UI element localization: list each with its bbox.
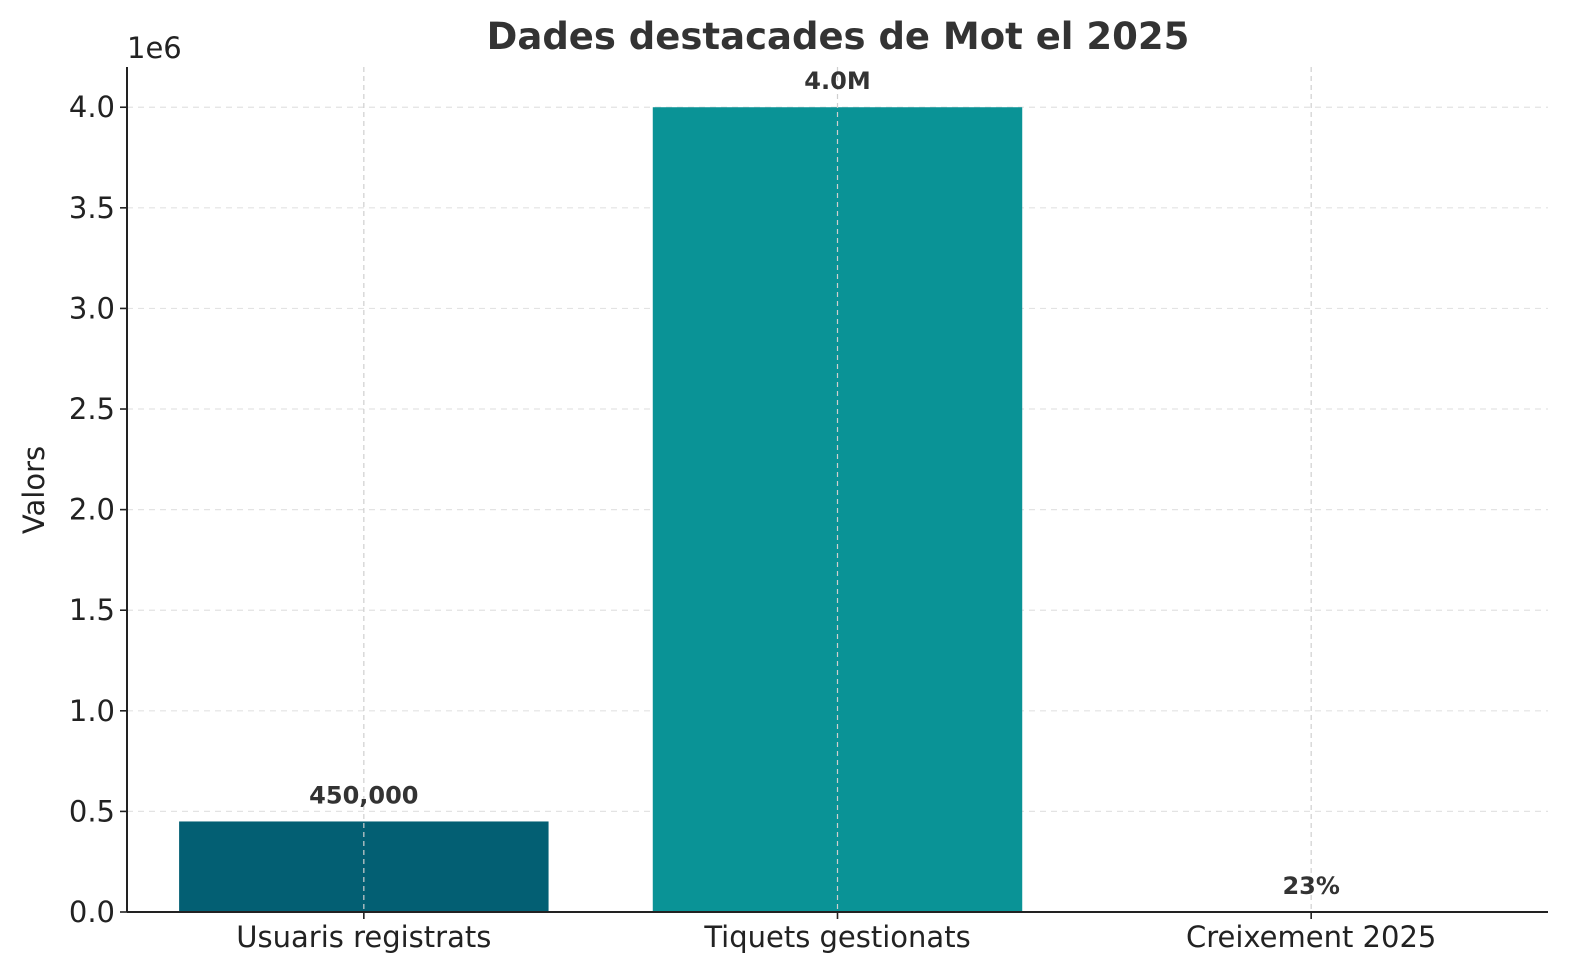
x-tick-label: Tiquets gestionats [703, 920, 970, 954]
ticks: 0.0 0.5 1.0 1.5 2.0 2.5 3.0 3.5 4.0 Usuaris regis… [69, 90, 1437, 954]
y-tick-label: 0.5 [69, 794, 115, 828]
x-tick-label: Creixement 2025 [1186, 920, 1436, 954]
y-axis-offset-label: 1e6 [127, 31, 182, 65]
data-label: 450,000 [309, 781, 418, 809]
y-tick-label: 1.5 [69, 593, 115, 627]
data-label: 23% [1282, 872, 1339, 900]
y-tick-label: 3.0 [69, 291, 115, 325]
data-label: 4.0M [804, 67, 870, 95]
y-tick-label: 1.0 [69, 694, 115, 728]
y-tick-label: 4.0 [69, 90, 115, 124]
vertical-gridlines [363, 67, 1312, 912]
y-tick-label: 3.5 [69, 191, 115, 225]
y-tick-label: 2.0 [69, 493, 115, 527]
y-tick-label: 2.5 [69, 392, 115, 426]
y-tick-label: 0.0 [69, 895, 115, 929]
x-tick-label: Usuaris registrats [236, 920, 491, 954]
data-labels: 450,000 4.0M 23% [309, 67, 1340, 900]
y-axis-label: Valors [17, 446, 51, 534]
chart-title: Dades destacades de Mot el 2025 [487, 15, 1190, 58]
